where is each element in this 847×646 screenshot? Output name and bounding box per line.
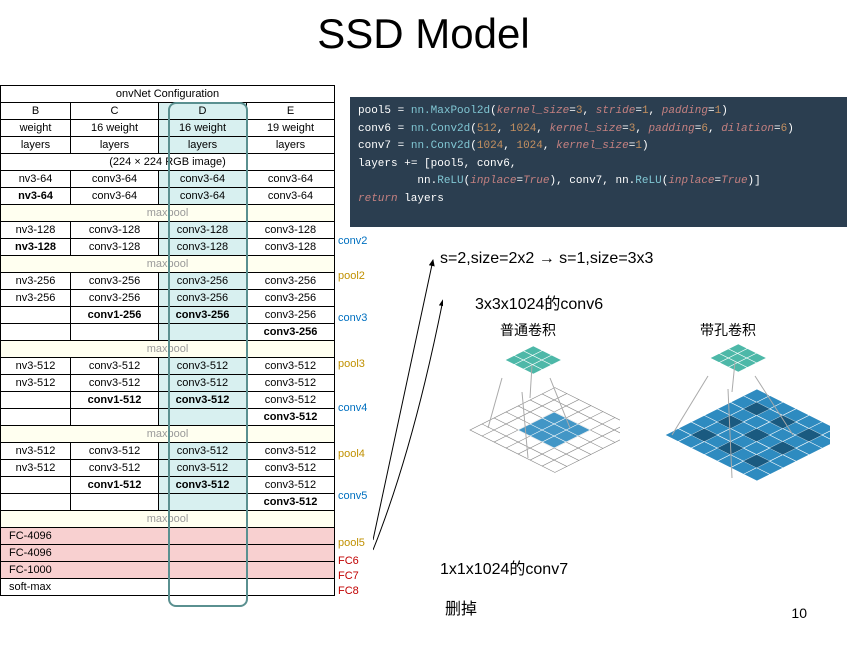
softmax-row: soft-max bbox=[1, 579, 335, 596]
label-conv3: conv3 bbox=[338, 312, 367, 324]
label-pool5: pool5 bbox=[338, 537, 365, 549]
label-pool4: pool4 bbox=[338, 448, 365, 460]
wl-c: 16 weight bbox=[71, 120, 159, 137]
label-fc8: FC8 bbox=[338, 585, 359, 597]
label-pool3: pool3 bbox=[338, 358, 365, 370]
col-e: E bbox=[246, 103, 334, 120]
maxpool-1: maxpool bbox=[1, 205, 335, 222]
label-conv5: conv5 bbox=[338, 490, 367, 502]
code-block: pool5 = nn.MaxPool2d(kernel_size=3, stri… bbox=[350, 97, 847, 227]
wl2-e: layers bbox=[246, 137, 334, 154]
label-normal-conv: 普通卷积 bbox=[500, 320, 556, 340]
label-dilated-conv: 带孔卷积 bbox=[700, 320, 756, 340]
maxpool-2: maxpool bbox=[1, 256, 335, 273]
col-b: B bbox=[1, 103, 71, 120]
maxpool-4: maxpool bbox=[1, 426, 335, 443]
page-number: 10 bbox=[791, 605, 807, 621]
maxpool-5: maxpool bbox=[1, 511, 335, 528]
fc-4096-1: FC-4096 bbox=[1, 528, 335, 545]
wl-b: weight bbox=[1, 120, 71, 137]
annotation-pool-change: s=2,size=2x2 → s=1,size=3x3 bbox=[440, 250, 653, 268]
label-fc6: FC6 bbox=[338, 555, 359, 567]
wl-e: 19 weight bbox=[246, 120, 334, 137]
label-fc7: FC7 bbox=[338, 570, 359, 582]
label-conv4: conv4 bbox=[338, 402, 367, 414]
wl-d: 16 weight bbox=[159, 120, 247, 137]
wl2-d: layers bbox=[159, 137, 247, 154]
input-row: (224 × 224 RGB image) bbox=[1, 154, 335, 171]
annotation-conv7: 1x1x1024的conv7 bbox=[440, 555, 568, 579]
label-pool2: pool2 bbox=[338, 270, 365, 282]
vgg-table-container: onvNet Configuration B C D E weight 16 w… bbox=[0, 85, 335, 596]
annotation-conv6: 3x3x1024的conv6 bbox=[475, 290, 603, 314]
col-c: C bbox=[71, 103, 159, 120]
page-title: SSD Model bbox=[0, 10, 847, 58]
annotation-delete: 删掉 bbox=[445, 595, 477, 619]
arrows bbox=[373, 250, 443, 560]
dilated-conv-diagram bbox=[630, 340, 830, 500]
col-d: D bbox=[159, 103, 247, 120]
label-conv2: conv2 bbox=[338, 235, 367, 247]
wl2-b: layers bbox=[1, 137, 71, 154]
fc-1000: FC-1000 bbox=[1, 562, 335, 579]
maxpool-3: maxpool bbox=[1, 341, 335, 358]
vgg-config-table: onvNet Configuration B C D E weight 16 w… bbox=[0, 85, 335, 596]
table-caption: onvNet Configuration bbox=[1, 86, 335, 103]
fc-4096-2: FC-4096 bbox=[1, 545, 335, 562]
normal-conv-diagram bbox=[440, 340, 620, 500]
wl2-c: layers bbox=[71, 137, 159, 154]
